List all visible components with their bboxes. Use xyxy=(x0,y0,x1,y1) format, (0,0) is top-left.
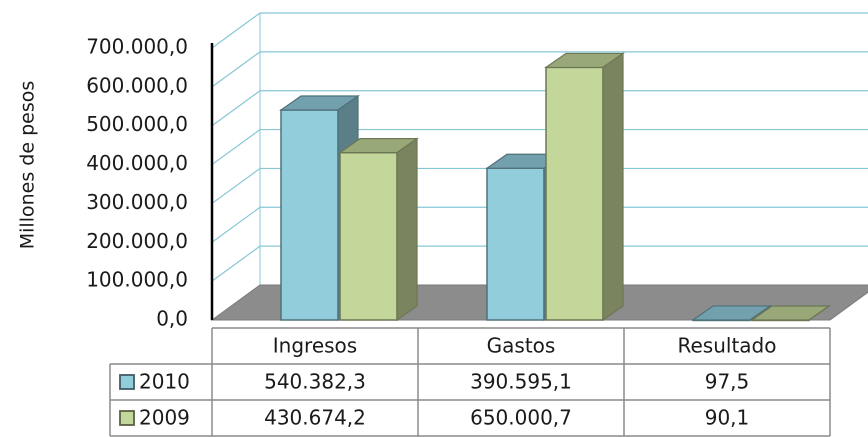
gridlines xyxy=(211,12,868,282)
y-tick-label: 700.000,0 xyxy=(86,35,188,59)
y-tick-label: 500.000,0 xyxy=(86,112,188,136)
gridline xyxy=(211,12,868,49)
legend-swatch xyxy=(119,410,135,426)
x-tick-label: Resultado xyxy=(678,334,777,358)
bar-2009-ingresos xyxy=(338,137,419,322)
x-tick-label: Ingresos xyxy=(273,334,357,358)
bar-2009-resultado xyxy=(750,304,831,322)
data-label: 430.674,2 xyxy=(264,406,366,430)
y-tick-label: 300.000,0 xyxy=(86,190,188,214)
legend-swatch xyxy=(119,374,135,390)
gridline xyxy=(211,206,868,243)
legend-label: 2010 xyxy=(139,370,190,394)
data-label: 540.382,3 xyxy=(264,370,366,394)
gridline xyxy=(211,51,868,88)
y-tick-label: 100.000,0 xyxy=(86,268,188,292)
data-label: 90,1 xyxy=(705,406,750,430)
y-tick-label: 0,0 xyxy=(156,307,188,331)
data-table: Ingresos Gastos Resultado 2010 540.382,3 390.… xyxy=(109,327,831,437)
data-label: 650.000,7 xyxy=(470,406,572,430)
bar-2010-resultado xyxy=(691,304,772,322)
y-axis-title: Millones de pesos xyxy=(17,81,39,250)
y-tick-label: 600.000,0 xyxy=(86,73,188,97)
legend-label: 2009 xyxy=(139,406,190,430)
gridline xyxy=(211,167,868,204)
gridline xyxy=(211,245,868,282)
bars xyxy=(279,52,831,322)
x-tick-label: Gastos xyxy=(487,334,556,358)
data-label: 97,5 xyxy=(705,370,750,394)
y-tick-label: 400.000,0 xyxy=(86,151,188,175)
gridline xyxy=(211,128,868,166)
data-label: 390.595,1 xyxy=(470,370,572,394)
y-tick-labels: 0,0 100.000,0 200.000,0 300.000,0 400.000,0 5… xyxy=(86,35,188,331)
y-tick-label: 200.000,0 xyxy=(86,229,188,253)
gridline xyxy=(211,90,868,127)
bar-2009-gastos xyxy=(544,52,625,322)
